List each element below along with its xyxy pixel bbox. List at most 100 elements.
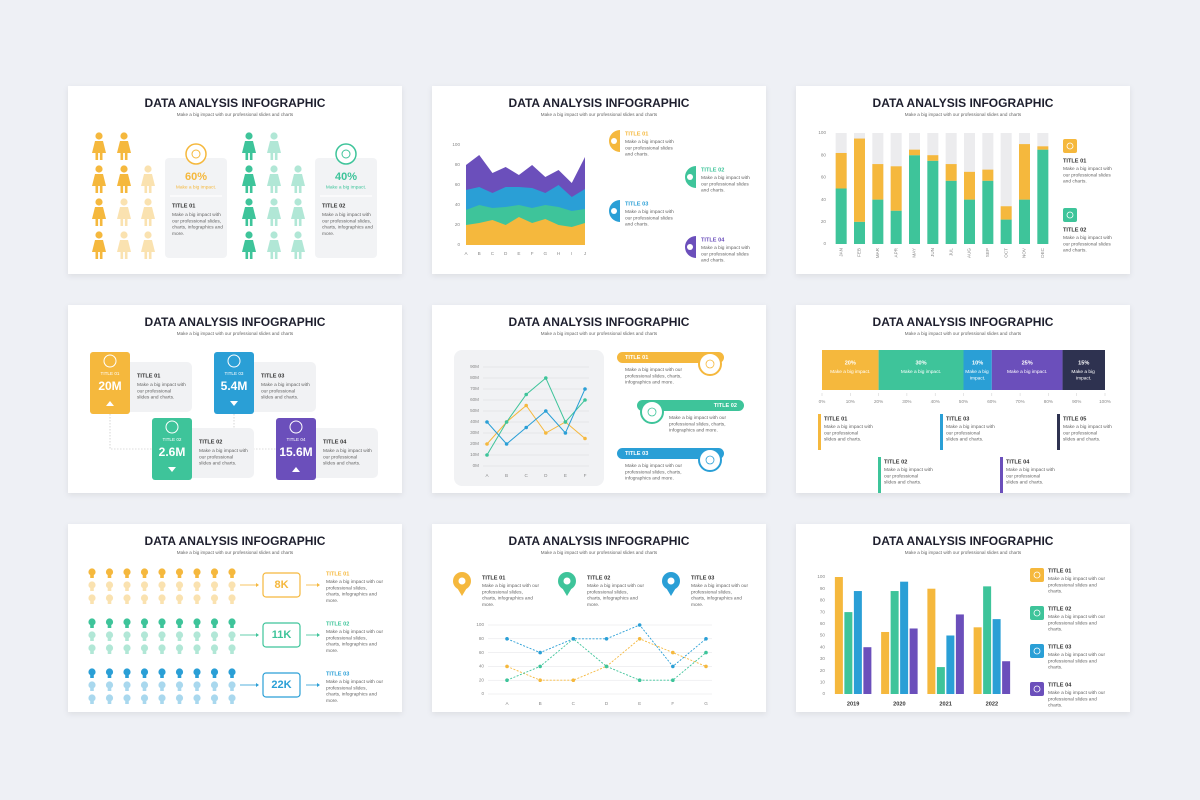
x-tick-label: 100% bbox=[1099, 399, 1111, 404]
bulb-icon bbox=[123, 631, 131, 641]
slide-card bbox=[432, 524, 766, 712]
person-icon bbox=[117, 198, 131, 226]
bulb-glass bbox=[158, 618, 166, 626]
text-line: Make a big impact with bbox=[323, 448, 373, 454]
bulb-glass bbox=[193, 594, 201, 602]
bulb-base bbox=[195, 651, 199, 654]
bulb-icon bbox=[88, 594, 96, 604]
heading: TITLE 04 bbox=[323, 439, 347, 445]
bar bbox=[946, 635, 955, 694]
point bbox=[485, 453, 489, 457]
bulb-glass bbox=[158, 581, 166, 589]
bulb-icon bbox=[88, 681, 96, 691]
point bbox=[571, 637, 576, 641]
bulb-icon bbox=[105, 681, 114, 691]
legend-label: TITLE 03 bbox=[691, 575, 714, 581]
legend-banner bbox=[617, 352, 724, 363]
point bbox=[637, 637, 642, 641]
person-body bbox=[267, 240, 281, 252]
text-line: more. bbox=[326, 648, 338, 654]
bulb-icon bbox=[123, 644, 131, 654]
text-line: charts, infographics and bbox=[172, 225, 224, 231]
bulb-icon bbox=[210, 618, 219, 628]
person-leg bbox=[148, 186, 152, 193]
bulb-base bbox=[230, 688, 234, 691]
bar-segment bbox=[909, 155, 920, 244]
bar bbox=[936, 667, 945, 694]
bar-segment bbox=[945, 180, 957, 244]
legend-label: TITLE 04 bbox=[701, 237, 725, 243]
bulb-glass bbox=[210, 568, 219, 576]
bulb-glass bbox=[175, 668, 184, 676]
bulb-icon bbox=[210, 644, 219, 654]
x-tick-label: 90% bbox=[1072, 399, 1081, 404]
point bbox=[524, 392, 528, 397]
bulb-base bbox=[177, 638, 182, 641]
text-line: charts, infographics and bbox=[326, 642, 378, 648]
x-tick-label: 2020 bbox=[893, 701, 905, 707]
point bbox=[704, 637, 708, 641]
text-line: and charts. bbox=[701, 188, 725, 194]
arrow-head bbox=[317, 583, 320, 587]
slide: DATA ANALYSIS INFOGRAPHIC Make a big impa… bbox=[432, 305, 766, 493]
y-tick-label: 80M bbox=[470, 375, 479, 380]
text-line: slides and charts. bbox=[137, 395, 174, 401]
legend-glyph bbox=[1033, 647, 1041, 655]
point bbox=[544, 376, 548, 380]
bulb-icon bbox=[123, 694, 131, 704]
bulb-base bbox=[195, 588, 199, 591]
bulb-glass bbox=[88, 568, 96, 576]
bulb-glass bbox=[140, 644, 149, 652]
person-leg bbox=[99, 153, 103, 160]
person-leg bbox=[124, 153, 128, 160]
text-line: professional slides, charts, bbox=[625, 374, 683, 380]
y-tick-label: 100 bbox=[818, 130, 826, 135]
bulb-icon bbox=[210, 581, 219, 591]
text-line: our professional slides bbox=[1063, 242, 1112, 248]
legend-banner bbox=[617, 448, 724, 459]
person-head bbox=[144, 165, 152, 173]
point bbox=[524, 425, 528, 430]
y-tick-label: 50M bbox=[470, 408, 479, 413]
legend-glyph bbox=[705, 455, 715, 465]
legend-icon bbox=[1063, 208, 1077, 222]
text-line: charts. bbox=[1048, 703, 1062, 709]
description: Make a big impact with our professional … bbox=[172, 212, 224, 237]
text-line: Make a big impact with bbox=[701, 175, 751, 181]
step-icon bbox=[165, 420, 179, 434]
bulb-glass bbox=[140, 694, 149, 702]
value-box bbox=[262, 622, 301, 648]
slide: DATA ANALYSIS INFOGRAPHIC Make a big impa… bbox=[796, 305, 1130, 493]
bulb-icon bbox=[228, 594, 236, 604]
bulb-icon bbox=[140, 618, 149, 628]
x-tick-label: NOV bbox=[1022, 247, 1027, 258]
legend-bar bbox=[878, 457, 881, 493]
person-icon bbox=[242, 132, 256, 160]
bulb-base bbox=[160, 575, 164, 578]
icon-glyph bbox=[191, 149, 201, 159]
bulb-base bbox=[195, 701, 199, 704]
bulb-glass bbox=[123, 631, 131, 639]
x-tick-label: JUL bbox=[948, 248, 953, 257]
person-body bbox=[92, 207, 106, 219]
bulb-icon bbox=[210, 631, 219, 641]
person-head bbox=[270, 132, 278, 140]
person-body bbox=[141, 207, 155, 219]
description: Make a big impact with our professional … bbox=[625, 139, 675, 158]
person-head bbox=[294, 165, 302, 173]
bulb-glass bbox=[88, 694, 96, 702]
bulb-icon bbox=[88, 581, 96, 591]
x-tick-label: D bbox=[504, 251, 508, 256]
text-line: and charts. bbox=[1063, 179, 1087, 185]
bulb-glass bbox=[140, 668, 149, 676]
point bbox=[704, 650, 708, 655]
bulb-icon bbox=[105, 694, 114, 704]
point bbox=[538, 678, 542, 682]
bulb-icon bbox=[158, 594, 166, 604]
step-tag bbox=[276, 418, 316, 480]
y-tick-label: 90 bbox=[820, 586, 826, 591]
bulb-icon bbox=[193, 618, 201, 628]
bulb-glass bbox=[105, 631, 114, 639]
slide-subtitle: Make a big impact with our professional … bbox=[177, 331, 294, 336]
bar bbox=[900, 581, 909, 694]
